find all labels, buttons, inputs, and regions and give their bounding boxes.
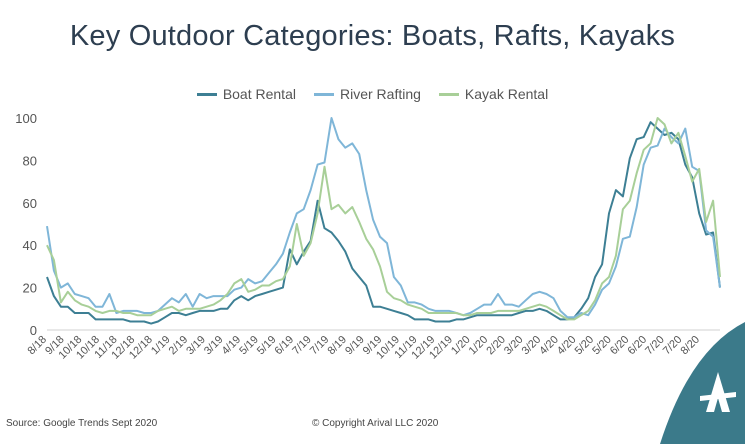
- y-tick-label: 60: [23, 196, 37, 211]
- legend-swatch: [313, 92, 334, 96]
- legend-item-river-rafting: River Rafting: [313, 86, 421, 102]
- y-tick-label: 40: [23, 238, 37, 253]
- legend-item-kayak-rental: Kayak Rental: [438, 86, 549, 102]
- y-tick-label: 100: [15, 111, 37, 126]
- copyright-note: © Copyright Arival LLC 2020: [312, 418, 439, 429]
- series-line-river-rafting: [46, 117, 721, 319]
- series-line-kayak-rental: [46, 117, 721, 321]
- series-line-boat-rental: [46, 121, 721, 325]
- arival-logo-icon: [660, 322, 745, 444]
- source-note: Source: Google Trends Sept 2020: [6, 418, 158, 429]
- legend-label: Boat Rental: [222, 86, 296, 102]
- y-tick-label: 80: [23, 153, 37, 168]
- legend-label: River Rafting: [339, 86, 421, 102]
- legend-swatch: [196, 92, 217, 96]
- chart-legend: Boat Rental River Rafting Kayak Rental: [0, 86, 745, 102]
- legend-swatch: [438, 92, 459, 96]
- chart-title: Key Outdoor Categories: Boats, Rafts, Ka…: [69, 20, 676, 52]
- y-tick-label: 0: [30, 323, 37, 338]
- y-tick-label: 20: [23, 281, 37, 296]
- legend-label: Kayak Rental: [464, 86, 549, 102]
- x-tick-label: 8/20: [678, 334, 702, 358]
- legend-item-boat-rental: Boat Rental: [196, 86, 296, 102]
